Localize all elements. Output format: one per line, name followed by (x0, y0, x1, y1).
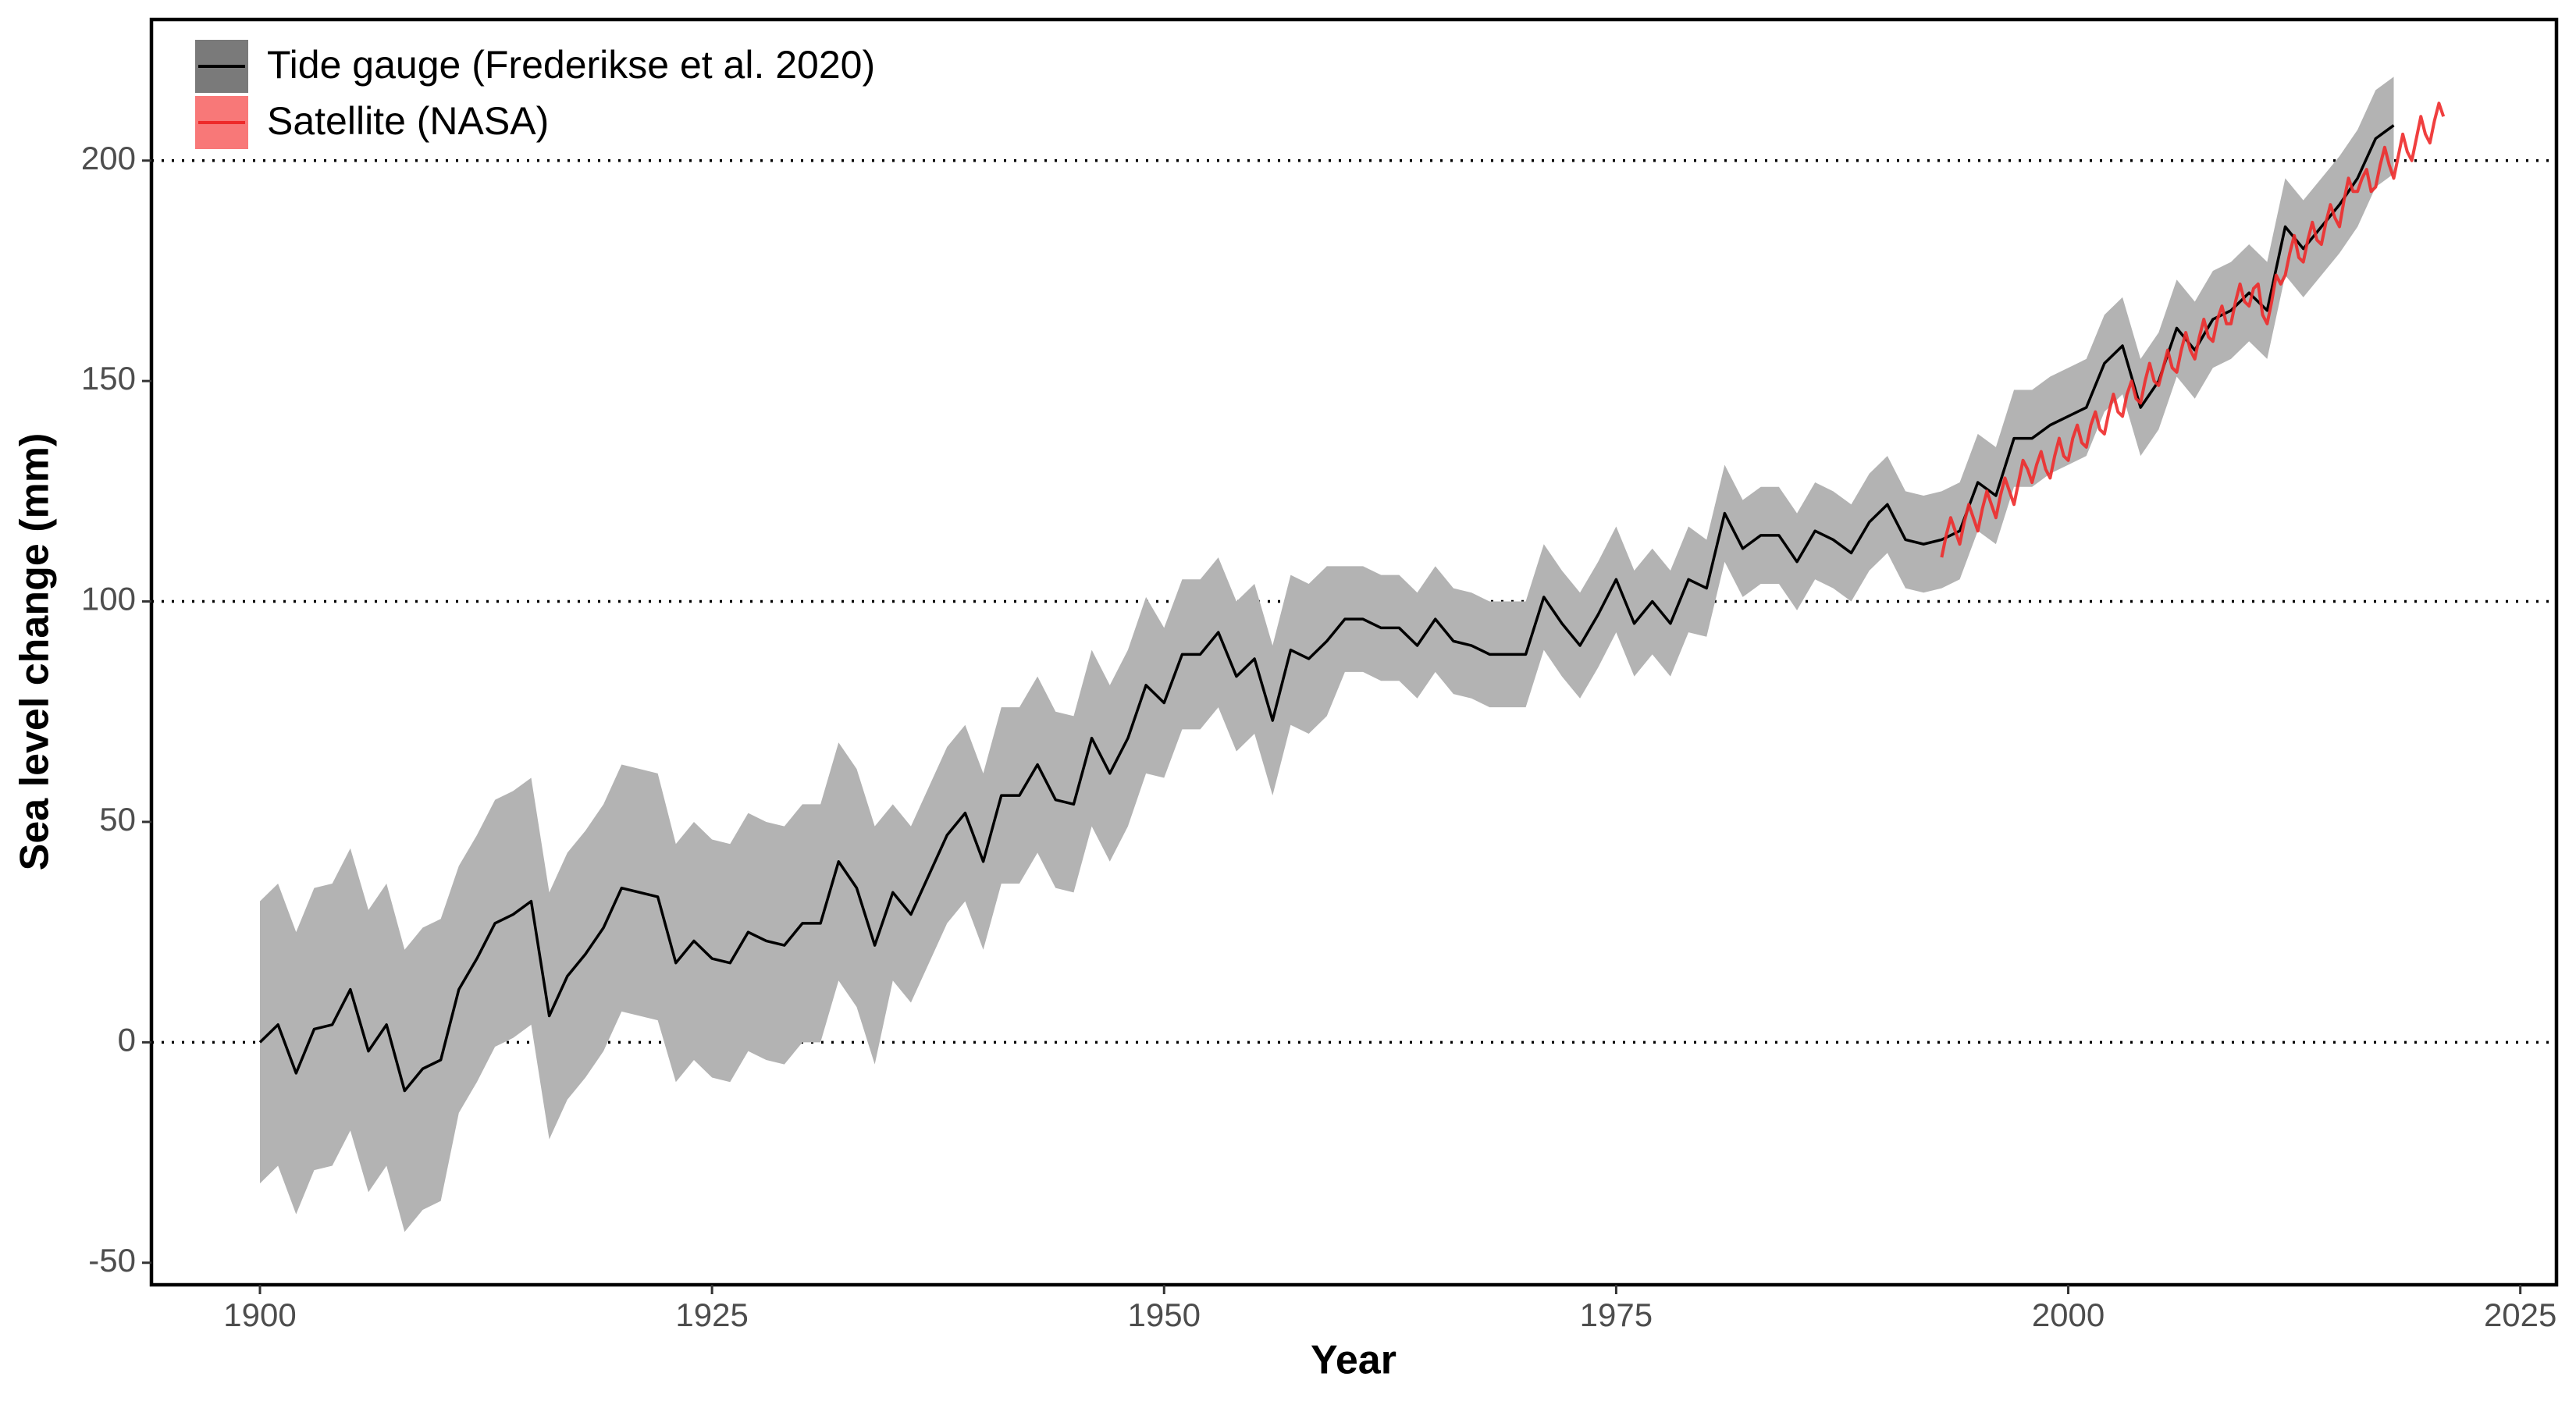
y-tick-label: 0 (118, 1021, 136, 1058)
legend-label: Tide gauge (Frederikse et al. 2020) (267, 43, 875, 87)
x-tick-label: 1975 (1580, 1297, 1653, 1333)
plot-frame (149, 17, 2559, 1287)
x-tick-label: 2025 (2484, 1297, 2556, 1333)
y-tick-label: 150 (81, 360, 136, 397)
y-tick-label: -50 (88, 1242, 136, 1279)
series-line (1940, 101, 2446, 558)
y-tick-label: 200 (81, 140, 136, 176)
x-tick-label: 2000 (2032, 1297, 2105, 1333)
x-tick-label: 1925 (675, 1297, 748, 1333)
x-axis-title: Year (1311, 1338, 1397, 1383)
y-axis-title: Sea level change (mm) (12, 433, 58, 871)
x-tick-label: 1900 (223, 1297, 296, 1333)
x-tick-label: 1950 (1128, 1297, 1201, 1333)
y-tick-label: 100 (81, 581, 136, 617)
series-line (258, 124, 2395, 1093)
uncertainty-band (259, 76, 2394, 1232)
y-tick-label: 50 (99, 801, 136, 838)
plot-area (151, 76, 2556, 1232)
legend-label: Satellite (NASA) (267, 99, 549, 143)
